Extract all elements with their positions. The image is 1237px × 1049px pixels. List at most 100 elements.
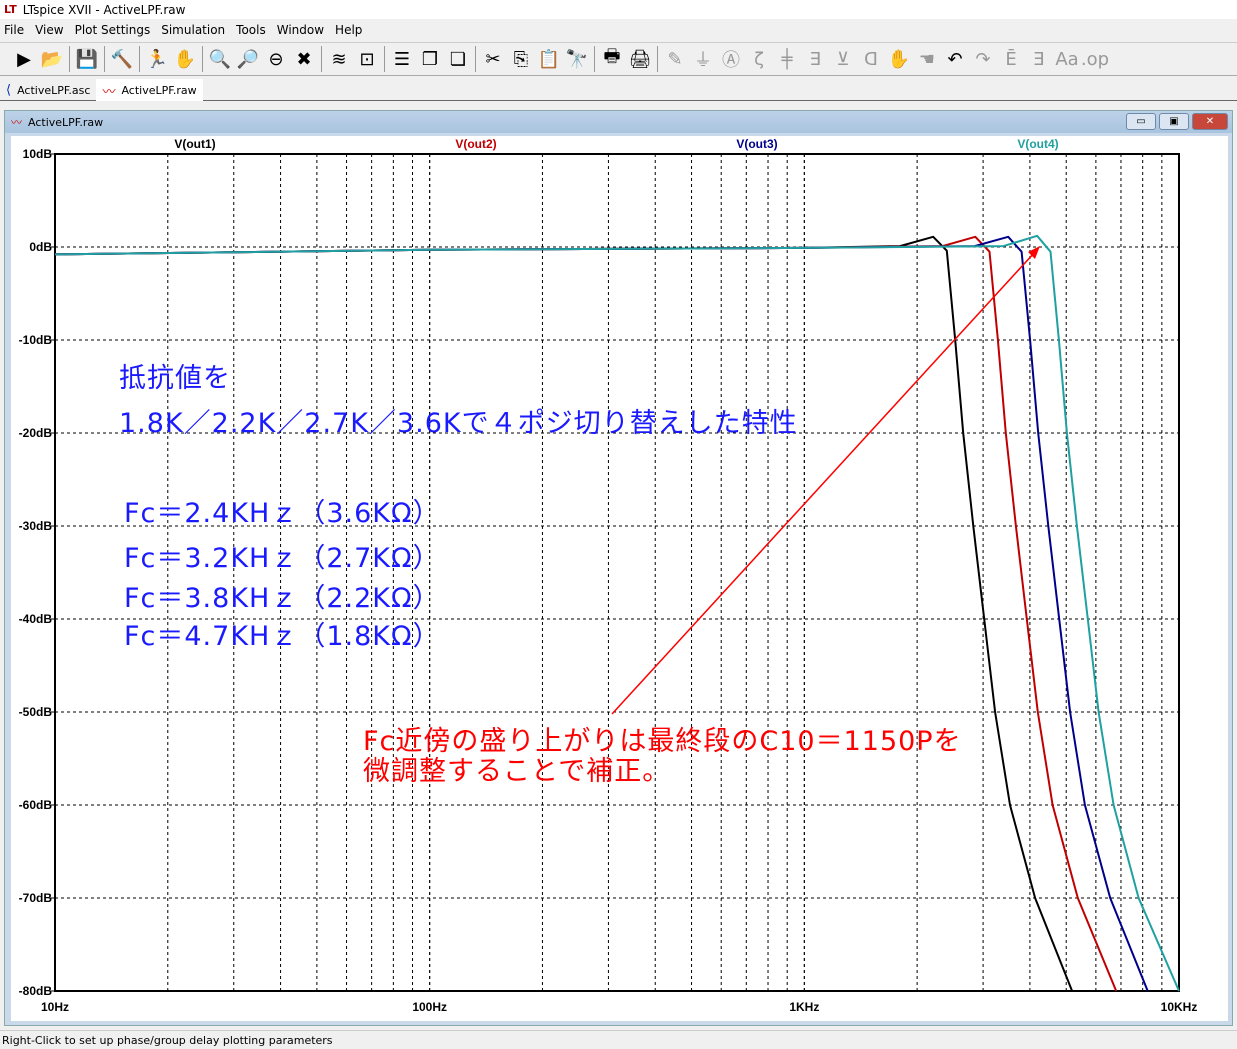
annotation-arrow [611, 251, 1036, 715]
x-tick-label: 10KHz [1161, 1000, 1198, 1014]
plot-window: 〰 ActiveLPF.raw ▭ ▣ ✕ 10dB 0dB -10dB -20dB -… [4, 110, 1233, 1026]
menu-window[interactable]: Window [276, 23, 325, 37]
status-bar: Right-Click to set up phase/group delay … [0, 1030, 1237, 1049]
y-tick-label: -20dB [19, 426, 53, 440]
menu-help[interactable]: Help [335, 23, 363, 37]
zoom-full-icon[interactable]: 🔎 [236, 48, 260, 70]
toolbar-separator [139, 46, 140, 72]
mirror-icon[interactable]: Ǝ [1033, 48, 1045, 70]
minimize-button[interactable]: ▭ [1126, 113, 1156, 130]
capacitor-icon[interactable]: ╪ [781, 48, 793, 70]
tab-waveform[interactable]: 〰 ActiveLPF.raw [96, 79, 203, 101]
drag-icon[interactable]: ☚ [918, 48, 936, 70]
rotate-icon[interactable]: Ē [1005, 48, 1017, 70]
toolbar-separator [657, 46, 658, 72]
y-tick-label: 10dB [23, 147, 53, 161]
x-tick-label: 1KHz [789, 1000, 819, 1014]
menu-tools[interactable]: Tools [236, 23, 266, 37]
trace-vout4[interactable] [54, 234, 1180, 992]
title-bar: LT LTspice XVII - ActiveLPF.raw [0, 0, 1237, 19]
autorange-icon[interactable]: ≋ [331, 48, 347, 70]
paste-icon[interactable]: 📋 [537, 48, 561, 70]
cascade-icon[interactable]: ❐ [421, 48, 439, 70]
waveform-icon: 〰 [11, 116, 22, 129]
restore-button[interactable]: ▣ [1159, 113, 1189, 130]
spice-directive-icon[interactable]: .op [1080, 48, 1110, 70]
toolbar-separator [202, 46, 203, 72]
label-icon[interactable]: Ⓐ [722, 50, 740, 71]
bode-plot[interactable]: 10dB 0dB -10dB -20dB -30dB -40dB -50dB -60dB -70… [11, 136, 1228, 1021]
component-icon[interactable]: ᗡ [864, 48, 878, 70]
toolbar-separator [321, 46, 322, 72]
close-button[interactable]: ✕ [1192, 113, 1228, 130]
zoom-cancel-icon[interactable]: ✖ [296, 48, 312, 70]
menu-simulation[interactable]: Simulation [161, 23, 226, 37]
tab-schematic[interactable]: ⟨ ActiveLPF.asc [0, 79, 96, 101]
ground-icon[interactable]: ⏚ [694, 50, 712, 71]
undo-icon[interactable]: ↶ [947, 48, 963, 70]
move-icon[interactable]: ✋ [887, 48, 911, 70]
run-icon[interactable]: ▶ [17, 48, 31, 70]
halt-icon[interactable]: 🏃 [145, 48, 169, 70]
plot-pane[interactable]: 10dB 0dB -10dB -20dB -30dB -40dB -50dB -60dB -70… [11, 136, 1228, 1021]
redo-icon[interactable]: ↷ [975, 48, 991, 70]
menu-bar: File View Plot Settings Simulation Tools… [0, 19, 1237, 41]
y-tick-label: -50dB [19, 705, 53, 719]
schematic-icon: ⟨ [6, 82, 12, 98]
annotation-note1: Fc近傍の盛り上がりは最終段のC10＝1150Pを [363, 726, 962, 757]
annotation-fc-2: Fc＝3.2KHｚ（2.7KΩ） [124, 543, 441, 574]
toolbar-separator [69, 46, 70, 72]
x-tick-label: 10Hz [41, 1000, 69, 1014]
annotation-line2: 1.8K／2.2K／2.7K／3.6Kで４ポジ切り替えした特性 [119, 408, 798, 439]
y-tick-label: -70dB [19, 891, 53, 905]
cut-icon[interactable]: ✂ [485, 48, 501, 70]
trace-label[interactable]: V(out2) [455, 137, 496, 151]
print-icon[interactable]: 🖶 [603, 46, 621, 67]
tab-label: ActiveLPF.asc [17, 83, 91, 97]
wire-icon[interactable]: ✎ [667, 48, 683, 70]
resistor-icon[interactable]: ζ [754, 48, 764, 70]
annotation-note2: 微調整することで補正。 [363, 756, 671, 787]
annotation-line1: 抵抗値を [119, 363, 231, 394]
inductor-icon[interactable]: ∃ [809, 48, 821, 70]
tile-horizontal-icon[interactable]: ☰ [393, 48, 411, 70]
tab-label: ActiveLPF.raw [121, 83, 197, 97]
zoom-in-icon[interactable]: 🔍 [208, 48, 232, 70]
save-icon[interactable]: 💾 [75, 48, 99, 70]
add-trace-icon[interactable]: ⊡ [359, 48, 375, 70]
arrow-head-icon [1028, 246, 1040, 259]
plot-window-title: ActiveLPF.raw [28, 115, 104, 129]
annotation-fc-1: Fc＝2.4KHｚ（3.6KΩ） [124, 498, 441, 529]
trace-label[interactable]: V(out4) [1017, 137, 1058, 151]
open-icon[interactable]: 📂 [40, 48, 64, 70]
menu-view[interactable]: View [35, 23, 64, 37]
x-tick-label: 100Hz [412, 1000, 447, 1014]
diode-icon[interactable]: ⊻ [836, 48, 850, 70]
menu-plot-settings[interactable]: Plot Settings [74, 23, 151, 37]
toolbar-separator [475, 46, 476, 72]
plot-window-titlebar: 〰 ActiveLPF.raw ▭ ▣ ✕ [5, 111, 1232, 133]
y-tick-label: -40dB [19, 612, 53, 626]
control-panel-icon[interactable]: 🔨 [110, 48, 134, 70]
y-tick-label: -10dB [19, 333, 53, 347]
print-setup-icon[interactable]: 🖨 [628, 48, 652, 70]
zoom-out-icon[interactable]: ⊖ [268, 48, 284, 70]
find-icon[interactable]: 🔭 [565, 48, 589, 70]
text-icon[interactable]: Aa [1055, 48, 1079, 70]
toolbar-separator [104, 46, 105, 72]
menu-file[interactable]: File [4, 23, 25, 37]
trace-label[interactable]: V(out3) [736, 137, 777, 151]
copy-icon[interactable]: ⎘ [513, 48, 529, 70]
tile-vertical-icon[interactable]: ❏ [449, 48, 467, 70]
window-title: LTspice XVII - ActiveLPF.raw [22, 2, 186, 17]
y-tick-label: -60dB [19, 798, 53, 812]
waveform-icon: 〰 [102, 84, 116, 100]
pan-hand-icon[interactable]: ✋ [173, 48, 197, 70]
plot-frame [54, 153, 1180, 992]
document-tabs: ⟨ ActiveLPF.asc 〰 ActiveLPF.raw [0, 79, 1237, 101]
toolbar-separator [594, 46, 595, 72]
trace-label[interactable]: V(out1) [174, 137, 215, 151]
y-tick-label: -30dB [19, 519, 53, 533]
y-tick-label: -80dB [19, 984, 53, 998]
